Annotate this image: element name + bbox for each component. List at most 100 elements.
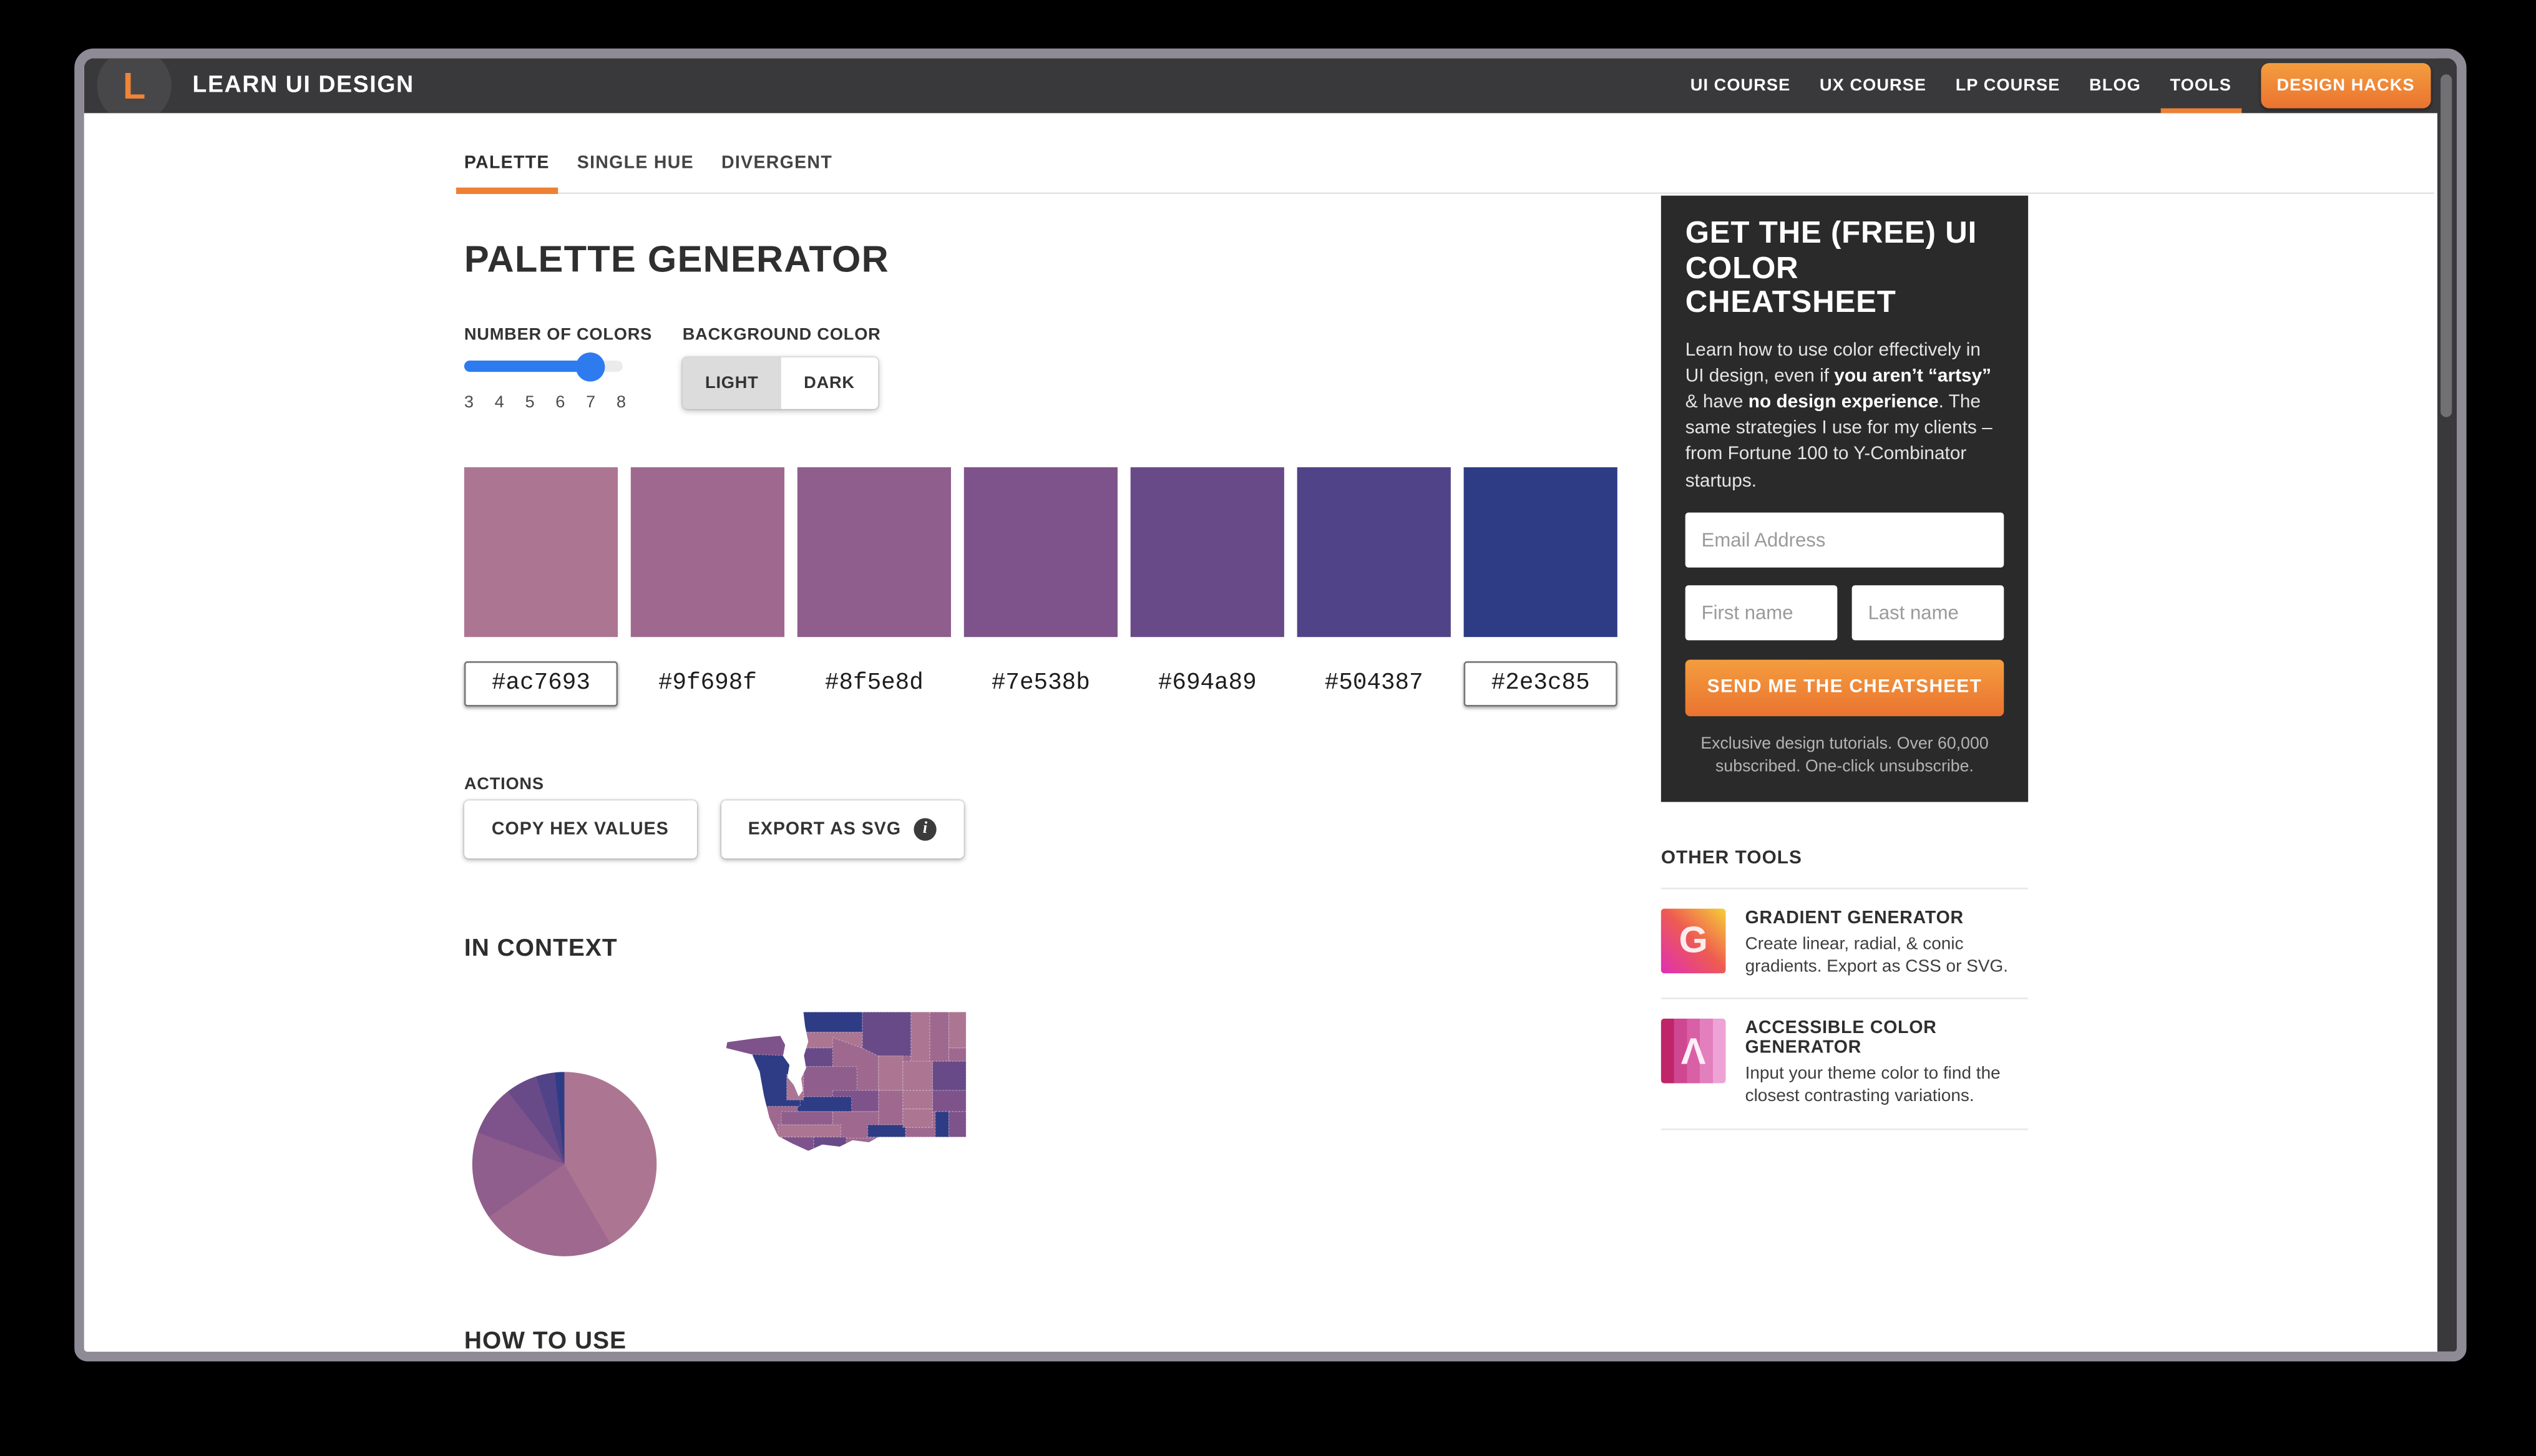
slider-tick-7: 7 [586,392,596,412]
county-region [910,1012,930,1065]
county-region [932,1060,967,1091]
brand-title[interactable]: LEARN UI DESIGN [192,72,414,99]
county-region [902,1060,934,1091]
county-region [948,1111,967,1138]
main-column: PALETTE SINGLE HUE DIVERGENT PALETTE GENER… [456,153,2434,1352]
actions-label: ACTIONS [464,774,544,794]
browser-window: L LEARN UI DESIGN UI COURSE UX COURSE LP C… [74,48,2467,1362]
logo-letter: L [122,64,146,106]
tab-divergent[interactable]: DIVERGENT [721,153,833,173]
send-cheatsheet-button[interactable]: SEND ME THE CHEATSHEET [1685,659,2004,716]
county-region [786,1074,804,1100]
cheatsheet-title: GET THE (FREE) UI COLOR CHEATSHEET [1685,216,1978,321]
slider-tick-5: 5 [525,392,535,412]
slider-tick-3: 3 [464,392,474,412]
hex-label-4: #7e538b [991,671,1090,697]
county-region [932,1090,967,1112]
last-name-field[interactable] [1851,585,2004,640]
hex-label-2: #9f698f [658,671,757,697]
swatch-7 [1463,467,1617,638]
swatch-1 [464,467,618,638]
stripes-tool-icon: Λ [1661,1019,1726,1084]
slider-fill [464,360,592,372]
other-tools-list: G GRADIENT GENERATOR Create linear, radial… [1661,887,2029,1130]
swatch-6 [1297,467,1451,638]
copy-hex-values-button[interactable]: COPY HEX VALUES [464,800,696,859]
hex-input-end[interactable]: #2e3c85 [1463,661,1617,707]
nav-links: UI COURSE UX COURSE LP COURSE BLOG TOOLS DESI… [1690,58,2457,114]
county-region [935,1111,949,1138]
palette-swatches [464,467,1617,638]
county-region [878,1090,904,1125]
slider-tick-8: 8 [616,392,627,412]
hex-label-3: #8f5e8d [824,671,924,697]
cheatsheet-signup-box: GET THE (FREE) UI COLOR CHEATSHEET Learn… [1661,195,2029,802]
tool-text: GRADIENT GENERATOR Create linear, radial,… [1745,908,2029,979]
county-region [862,1012,912,1057]
sidebar: GET THE (FREE) UI COLOR CHEATSHEET Learn… [1661,195,2029,1130]
nav-link-blog[interactable]: BLOG [2089,75,2141,95]
scrollbar-track[interactable] [2437,58,2457,1352]
scrollbar-thumb[interactable] [2441,74,2452,417]
tool-text: ACCESSIBLE COLOR GENERATOR Input your the… [1745,1019,2029,1109]
tool-item-accessible-color-generator[interactable]: Λ ACCESSIBLE COLOR GENERATOR Input your th… [1661,997,2029,1127]
tool-title: ACCESSIBLE COLOR GENERATOR [1745,1019,1937,1058]
county-region [726,1036,788,1057]
nav-link-ui-course[interactable]: UI COURSE [1690,75,1791,95]
site-logo[interactable]: L [97,58,172,114]
county-region [948,1012,967,1049]
hex-value-row: #ac7693 #9f698f #8f5e8d #7e538b #694a89 #5043… [464,661,1617,707]
hex-input-start[interactable]: #ac7693 [464,661,618,707]
tab-single-hue[interactable]: SINGLE HUE [577,153,694,173]
county-region [902,1090,934,1110]
name-fields-row [1685,567,2004,640]
county-region [803,1012,863,1033]
county-region [929,1012,949,1062]
nav-link-tools[interactable]: TOOLS [2160,58,2241,114]
county-region [878,1056,904,1091]
county-region [781,1111,833,1125]
palette-mode-tabs: PALETTE SINGLE HUE DIVERGENT [456,153,833,195]
hex-label-5: #694a89 [1158,671,1257,697]
nav-link-design-hacks[interactable]: DESIGN HACKS [2260,63,2431,109]
background-color-label: BACKGROUND COLOR [682,324,881,345]
in-context-title: IN CONTEXT [464,934,618,963]
cheatsheet-footnote: Exclusive design tutorials. Over 60,000 … [1700,735,1989,776]
tool-description: Input your theme color to find the close… [1745,1064,2001,1107]
number-of-colors-slider[interactable] [464,351,623,381]
bg-option-dark[interactable]: DARK [781,357,878,409]
pie-chart [472,1072,657,1256]
info-icon[interactable]: i [914,818,937,841]
cheatsheet-description: Learn how to use color effectively in UI… [1685,340,1992,491]
bg-option-light[interactable]: LIGHT [682,357,781,409]
nav-link-ux-course[interactable]: UX COURSE [1819,75,1927,95]
county-region [867,1124,906,1138]
nav-link-lp-course[interactable]: LP COURSE [1955,75,2060,95]
first-name-field[interactable] [1685,585,1838,640]
swatch-2 [630,467,785,638]
other-tools-section: OTHER TOOLS G GRADIENT GENERATOR Create li… [1661,848,2029,1130]
tabs-divider [464,192,2434,195]
tool-title: GRADIENT GENERATOR [1745,908,1964,928]
county-region [781,1137,814,1151]
top-navbar: L LEARN UI DESIGN UI COURSE UX COURSE LP C… [84,58,2457,114]
number-of-colors-label: NUMBER OF COLORS [464,324,653,345]
county-region [797,1096,852,1112]
email-field[interactable] [1685,512,2004,568]
gradient-tool-icon: G [1661,908,1726,973]
county-region [948,1047,967,1062]
slider-tick-4: 4 [494,392,504,412]
washington-choropleth-map [726,1012,967,1151]
page-content: PALETTE SINGLE HUE DIVERGENT PALETTE GENER… [84,113,2437,1352]
swatch-4 [963,467,1118,638]
county-region [905,1127,939,1138]
slider-thumb[interactable] [576,351,606,381]
tab-palette[interactable]: PALETTE [456,153,558,195]
swatch-5 [1130,467,1284,638]
background-color-toggle: LIGHT DARK [682,357,878,409]
tool-item-gradient-generator[interactable]: G GRADIENT GENERATOR Create linear, radial… [1661,887,2029,997]
export-as-svg-button[interactable]: EXPORT AS SVG i [720,800,965,859]
